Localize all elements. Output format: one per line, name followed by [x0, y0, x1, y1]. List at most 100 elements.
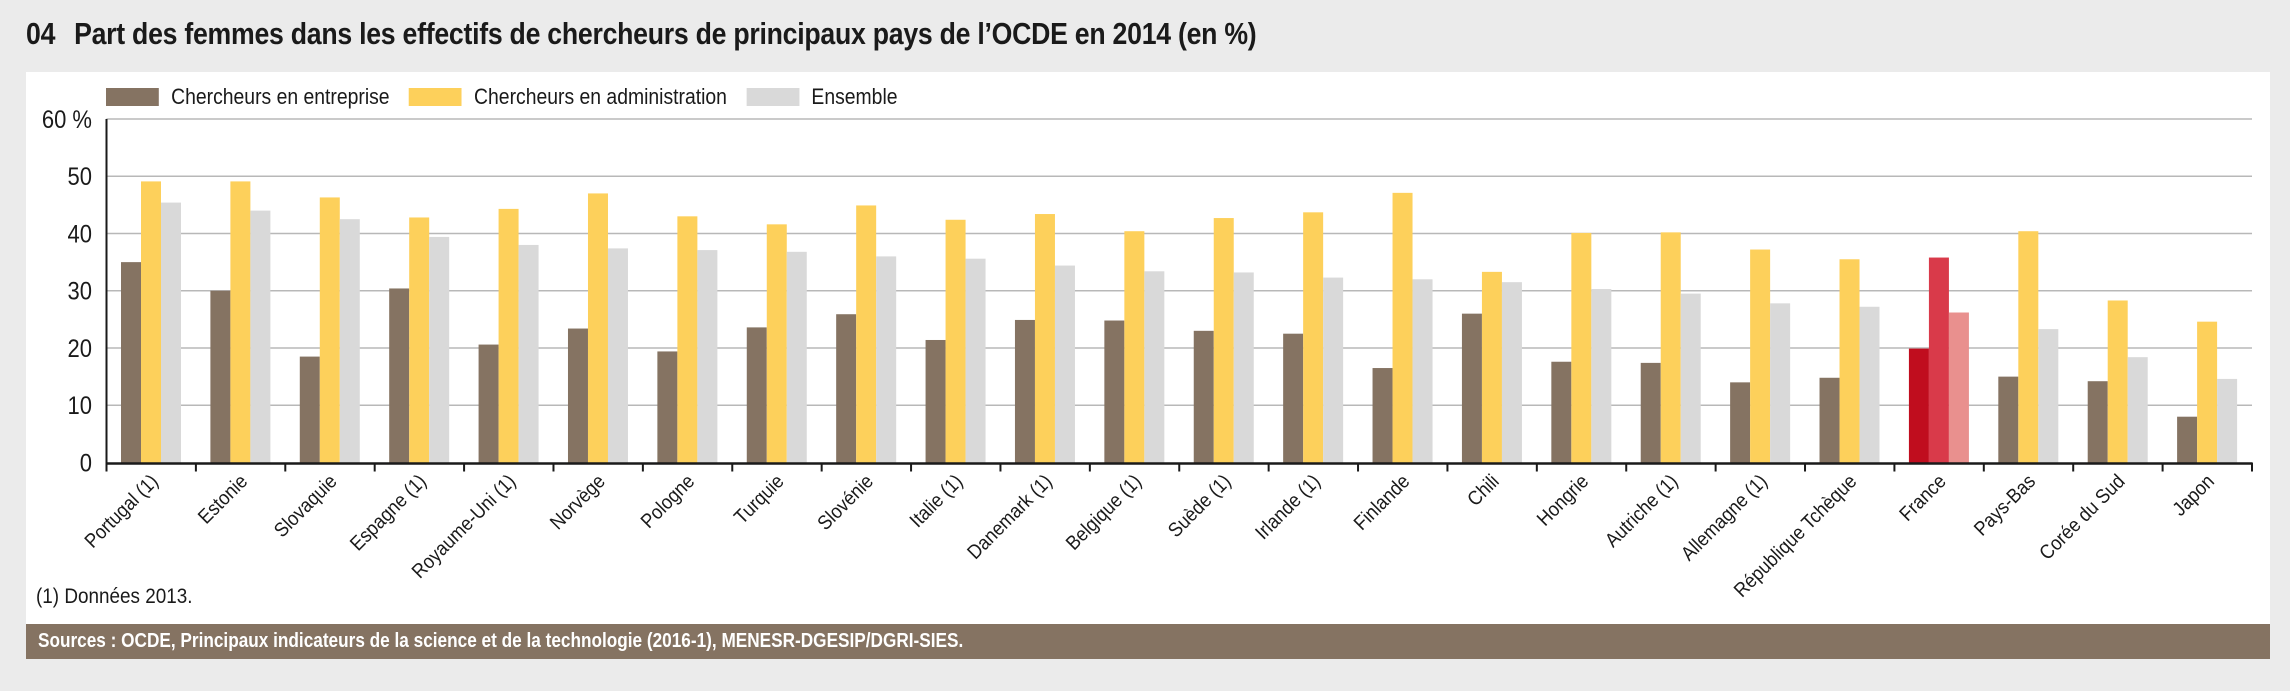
bar-ensemble: [2127, 357, 2148, 463]
x-category-label: Estonie: [194, 471, 252, 529]
figure-title: 04 Part des femmes dans les effectifs de …: [26, 16, 1257, 52]
bar-administration: [409, 217, 430, 463]
bar-ensemble: [1323, 277, 1344, 463]
bar-administration: [766, 224, 787, 463]
bar-ensemble: [2217, 378, 2238, 463]
bar-ensemble: [339, 219, 360, 463]
legend-label-administration: Chercheurs en administration: [474, 84, 727, 109]
bar-administration: [319, 197, 340, 463]
x-category-label: Norvège: [546, 471, 610, 535]
bar-ensemble: [2038, 329, 2059, 463]
x-category-label: Finlande: [1350, 471, 1414, 535]
y-tick-label: 40: [68, 220, 92, 248]
bar-entreprise: [925, 339, 946, 463]
x-category-label: Corée du Sud: [2036, 471, 2130, 565]
legend-label-entreprise: Chercheurs en entreprise: [171, 84, 390, 109]
bar-entreprise: [1998, 376, 2019, 463]
bar-administration: [1839, 259, 1860, 463]
bar-ensemble: [250, 210, 271, 463]
bar-administration: [2107, 300, 2128, 463]
x-category-label: Allemagne (1): [1677, 471, 1772, 566]
x-category-label: Slovénie: [814, 471, 878, 535]
bar-entreprise: [567, 328, 588, 463]
bar-ensemble: [1859, 306, 1880, 463]
bar-administration: [1303, 212, 1324, 463]
bar-entreprise: [1551, 361, 1572, 463]
bar-administration: [498, 208, 519, 463]
bar-entreprise: [1819, 377, 1840, 463]
bar-administration: [2018, 231, 2039, 463]
y-tick-label: 60 %: [42, 106, 92, 134]
bar-ensemble: [1144, 271, 1165, 463]
x-category-label: Slovaquie: [270, 471, 341, 542]
y-tick-label: 20: [68, 335, 92, 363]
figure-title-text: Part des femmes dans les effectifs de ch…: [74, 16, 1257, 51]
x-category-label: Portugal (1): [81, 471, 163, 553]
bar-entreprise: [1730, 382, 1751, 463]
bar-ensemble: [1591, 289, 1612, 463]
source-band: Sources : OCDE, Principaux indicateurs d…: [26, 624, 2270, 659]
bar-administration: [1392, 192, 1413, 463]
bar-administration: [141, 181, 161, 463]
bar-ensemble: [518, 244, 539, 463]
bar-ensemble: [697, 250, 718, 463]
bar-administration: [1928, 257, 1949, 463]
legend-item-entreprise: Chercheurs en entreprise: [106, 84, 390, 110]
bar-entreprise: [1104, 320, 1125, 463]
bar-entreprise: [210, 290, 231, 463]
bar-administration: [856, 205, 877, 463]
x-category-label: Danemark (1): [963, 471, 1056, 564]
y-tick-label: 30: [68, 277, 92, 305]
bar-entreprise: [299, 356, 320, 463]
bar-administration: [1750, 249, 1771, 463]
x-category-label: Espagne (1): [346, 471, 431, 556]
legend-item-administration: Chercheurs en administration: [408, 84, 727, 110]
x-category-label: Turquie: [730, 471, 788, 529]
x-category-label: Japon: [2169, 471, 2219, 521]
bar-entreprise: [1461, 313, 1482, 463]
bar-administration: [1034, 214, 1055, 463]
bar-entreprise: [1640, 362, 1661, 463]
bar-entreprise: [2087, 381, 2108, 463]
bar-ensemble: [1054, 265, 1075, 463]
x-category-label: Autriche (1): [1601, 471, 1682, 552]
bar-ensemble: [161, 202, 181, 463]
x-category-label: Suède (1): [1164, 471, 1235, 542]
bar-ensemble: [965, 258, 986, 463]
bar-ensemble: [429, 236, 450, 463]
bar-administration: [945, 219, 966, 463]
y-tick-label: 50: [68, 163, 92, 191]
bar-administration: [1660, 232, 1681, 463]
legend-swatch-entreprise: [106, 88, 159, 106]
legend-label-ensemble: Ensemble: [811, 84, 898, 109]
footnote: (1) Données 2013.: [36, 585, 193, 608]
figure-number: 04: [26, 16, 56, 51]
bar-entreprise: [1283, 333, 1304, 463]
bar-ensemble: [1501, 282, 1522, 463]
bar-administration: [1481, 271, 1502, 463]
bar-ensemble: [786, 251, 807, 463]
legend-swatch-administration: [408, 88, 462, 106]
x-category-label: Chili: [1464, 471, 1504, 511]
bar-entreprise: [1372, 368, 1393, 463]
x-category-label: Pologne: [637, 471, 699, 533]
bar-administration: [677, 216, 698, 463]
bar-entreprise: [1014, 319, 1035, 463]
y-tick-label: 0: [80, 449, 92, 477]
bar-entreprise: [2177, 416, 2198, 463]
source-text: Sources : OCDE, Principaux indicateurs d…: [38, 630, 964, 652]
x-category-label: Irlande (1): [1251, 471, 1325, 545]
x-category-label: France: [1896, 471, 1951, 526]
bar-ensemble: [876, 256, 897, 463]
bar-entreprise: [1908, 348, 1929, 463]
bar-administration: [1213, 218, 1234, 463]
bar-administration: [587, 193, 608, 463]
bar-entreprise: [836, 314, 857, 463]
bar-entreprise: [389, 288, 410, 463]
legend: Chercheurs en entreprise Chercheurs en a…: [106, 84, 917, 110]
bar-ensemble: [1948, 312, 1969, 463]
bar-ensemble: [1680, 293, 1701, 463]
bar-administration: [1571, 232, 1592, 463]
bar-administration: [1124, 231, 1145, 463]
